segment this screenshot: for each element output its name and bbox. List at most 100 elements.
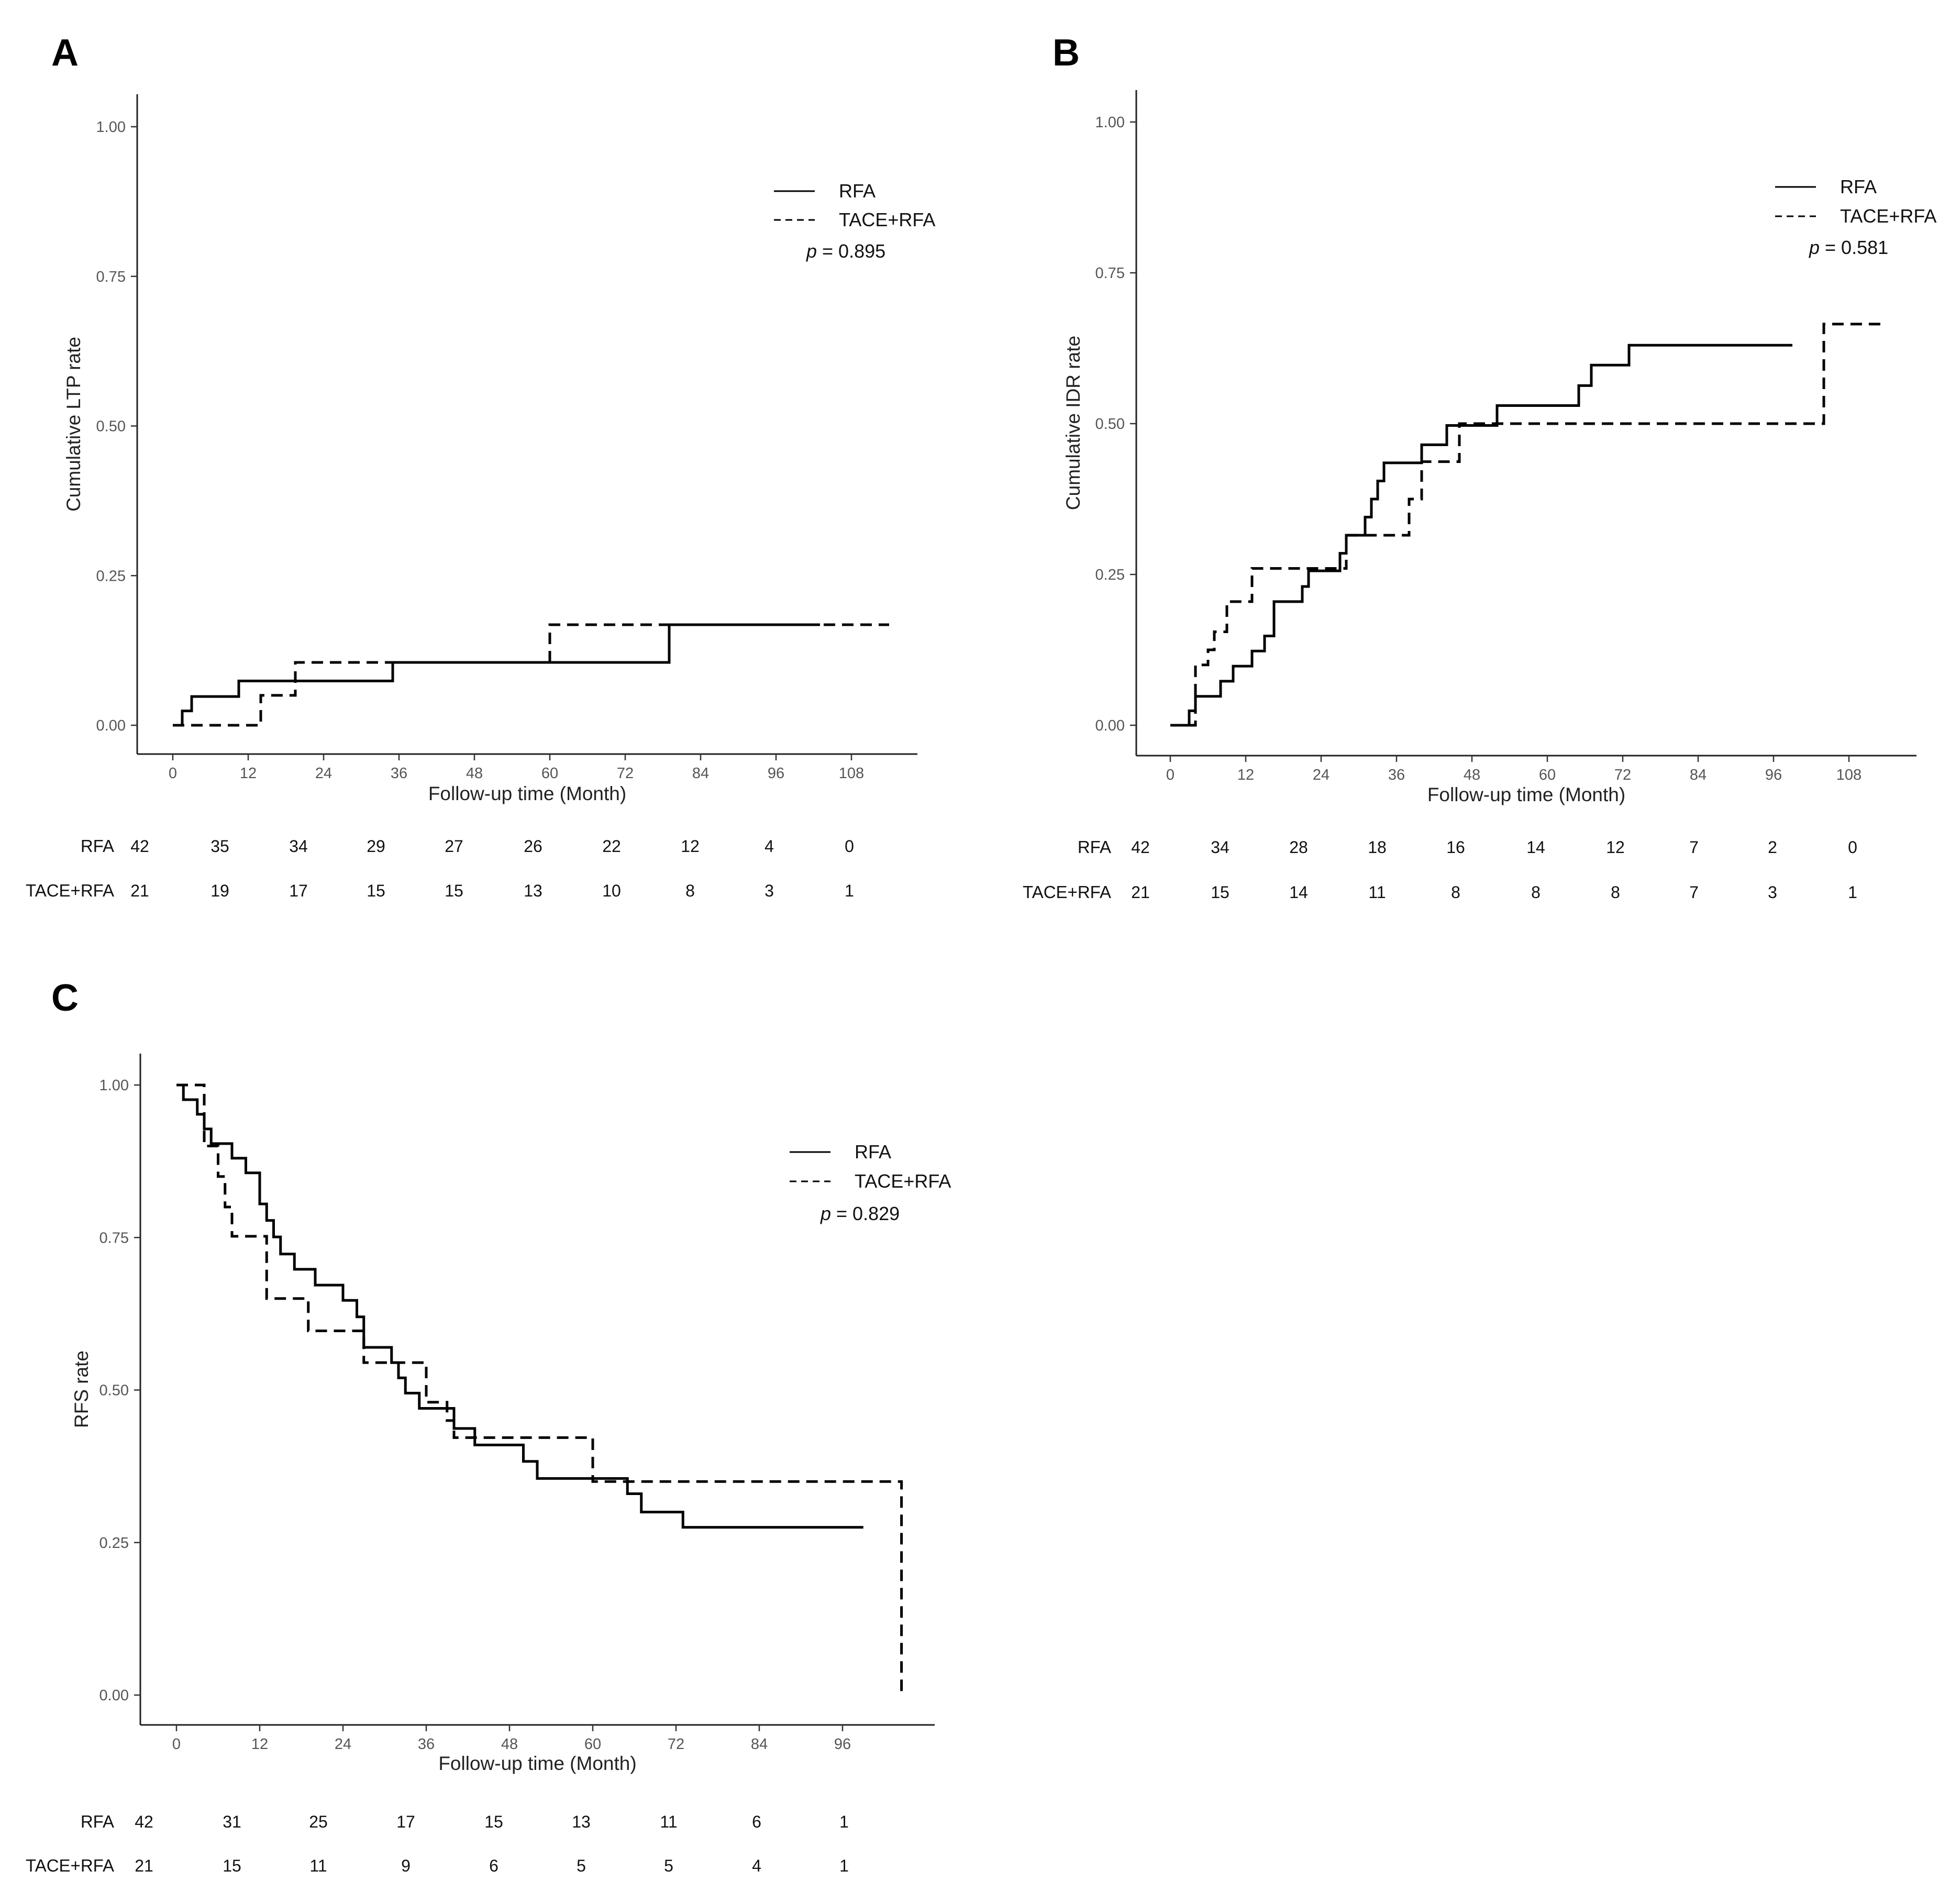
panel-a-risk-number: 13 bbox=[524, 881, 542, 900]
panel-c: C0.000.250.500.751.000 12 24 36 48 60 72 84 96Fo… bbox=[26, 977, 951, 1875]
panel-c-risk-number: 25 bbox=[309, 1812, 328, 1831]
panel-a-risk-number: 0 bbox=[845, 837, 854, 856]
panel-a-x-tick-label: 12 bbox=[240, 765, 257, 782]
panel-b-y-tick-label: 0.50 bbox=[1095, 416, 1125, 433]
panel-a-y-axis-title: Cumulative LTP rate bbox=[63, 337, 84, 512]
panel-c-legend-label: RFA bbox=[855, 1141, 891, 1163]
panel-a-letter: A bbox=[51, 32, 79, 74]
panel-c-risk-row-label: TACE+RFA bbox=[26, 1856, 114, 1875]
panel-b-p-value: p = 0.581 bbox=[1809, 237, 1888, 258]
panel-b-series-rfa bbox=[1170, 344, 1792, 727]
panel-a-legend-label: RFA bbox=[839, 180, 876, 202]
panel-a-y-tick-label: 0.25 bbox=[96, 568, 126, 584]
panel-c-y-tick-label: 0.25 bbox=[99, 1535, 129, 1552]
panel-a: A0.000.250.500.751.000 12 24 36 48 60 72 84 96 10… bbox=[26, 32, 935, 900]
panel-c-risk-row-label: RFA bbox=[81, 1812, 114, 1831]
panel-b-x-tick-label: 0 bbox=[1166, 767, 1175, 783]
panel-a-risk-number: 19 bbox=[210, 881, 229, 900]
panel-a-risk-number: 35 bbox=[210, 837, 229, 856]
panel-c-x-axis-title: Follow-up time (Month) bbox=[438, 1753, 636, 1774]
panel-a-risk-number: 10 bbox=[602, 881, 621, 900]
panel-c-x-tick-label: 36 bbox=[418, 1736, 435, 1753]
panel-a-y-tick-label: 1.00 bbox=[96, 119, 126, 136]
panel-c-x-tick-label: 72 bbox=[668, 1736, 684, 1753]
panel-b-y-tick-label: 0.25 bbox=[1095, 567, 1125, 583]
panel-c-risk-number: 4 bbox=[752, 1856, 761, 1875]
panel-a-legend-label: TACE+RFA bbox=[839, 209, 935, 230]
panel-c-risk-number: 1 bbox=[839, 1856, 849, 1875]
panel-b-y-tick-label: 0.75 bbox=[1095, 265, 1125, 282]
panel-c-risk-number: 6 bbox=[752, 1812, 761, 1831]
panel-b-p-number: = 0.581 bbox=[1820, 237, 1888, 258]
panel-b-y-axis-title: Cumulative IDR rate bbox=[1062, 336, 1084, 510]
panel-c-y-tick-label: 1.00 bbox=[99, 1077, 129, 1094]
panel-c-y-tick-label: 0.00 bbox=[99, 1687, 129, 1704]
panel-a-p-value: p = 0.895 bbox=[806, 240, 885, 262]
panel-b-risk-number: 18 bbox=[1368, 838, 1387, 857]
panel-c-y-tick-label: 0.50 bbox=[99, 1382, 129, 1399]
panel-c-x-tick-label: 60 bbox=[584, 1736, 601, 1753]
panel-b-risk-row-label: RFA bbox=[1078, 837, 1111, 857]
panel-c-p-value: p = 0.829 bbox=[820, 1203, 900, 1224]
panel-a-risk-number: 27 bbox=[445, 837, 463, 856]
panel-a-risk-row-label: TACE+RFA bbox=[26, 881, 114, 900]
panel-c-risk-number: 15 bbox=[223, 1856, 241, 1875]
panel-b-x-tick-label: 24 bbox=[1313, 767, 1329, 783]
panel-c-x-tick-label: 12 bbox=[251, 1736, 268, 1753]
panel-c-risk-number: 15 bbox=[484, 1812, 503, 1831]
panel-a-y-tick-label: 0.75 bbox=[96, 269, 126, 285]
panel-b-risk-number: 16 bbox=[1446, 838, 1465, 857]
panel-b-x-tick-label: 60 bbox=[1539, 767, 1556, 783]
panel-b-legend-label: RFA bbox=[1840, 176, 1877, 197]
panel-a-p-symbol: p bbox=[806, 240, 817, 262]
panel-a-series-tace-rfa bbox=[173, 623, 889, 727]
panel-a-x-tick-label: 84 bbox=[692, 765, 709, 782]
panel-b-risk-number: 42 bbox=[1131, 838, 1150, 857]
panel-c-risk-number: 1 bbox=[839, 1812, 849, 1831]
panel-b-y-tick-label: 1.00 bbox=[1095, 114, 1125, 131]
panel-c-risk-number: 5 bbox=[577, 1856, 586, 1875]
panel-c-risk-number: 17 bbox=[396, 1812, 415, 1831]
panel-b-p-symbol: p bbox=[1809, 237, 1820, 258]
panel-b-legend-label: TACE+RFA bbox=[1840, 205, 1936, 227]
panel-a-p-number: = 0.895 bbox=[817, 240, 885, 262]
panel-b-risk-number: 34 bbox=[1211, 838, 1229, 857]
panel-c-risk-number: 21 bbox=[135, 1856, 153, 1875]
panel-b-risk-number: 12 bbox=[1606, 838, 1625, 857]
panel-c-x-tick-label: 96 bbox=[834, 1736, 851, 1753]
panel-b-risk-number: 8 bbox=[1531, 883, 1541, 902]
panel-c-risk-number: 42 bbox=[135, 1812, 153, 1831]
panel-c-x-tick-label: 48 bbox=[501, 1736, 518, 1753]
panel-a-x-tick-label: 96 bbox=[768, 765, 784, 782]
panel-a-risk-number: 15 bbox=[445, 881, 463, 900]
panel-b-x-tick-label: 72 bbox=[1614, 767, 1631, 783]
panel-a-risk-number: 22 bbox=[602, 837, 621, 856]
panel-b-risk-number: 28 bbox=[1289, 838, 1308, 857]
panel-b-y-tick-label: 0.00 bbox=[1095, 717, 1125, 734]
panel-b-x-tick-label: 96 bbox=[1765, 767, 1782, 783]
panel-b-x-tick-label: 36 bbox=[1388, 767, 1405, 783]
panel-c-risk-number: 31 bbox=[223, 1812, 241, 1831]
panel-b-risk-number: 8 bbox=[1451, 883, 1460, 902]
panel-c-p-symbol: p bbox=[820, 1203, 831, 1224]
panel-a-risk-number: 34 bbox=[289, 837, 308, 856]
panel-c-series-tace-rfa bbox=[176, 1083, 903, 1695]
panel-a-risk-number: 12 bbox=[681, 837, 700, 856]
panel-c-risk-number: 11 bbox=[309, 1856, 327, 1875]
panel-b-x-axis-title: Follow-up time (Month) bbox=[1427, 784, 1625, 805]
panel-a-risk-row-label: RFA bbox=[81, 836, 114, 856]
panel-a-x-tick-label: 72 bbox=[617, 765, 634, 782]
panel-b-x-tick-label: 84 bbox=[1690, 767, 1707, 783]
panel-c-p-number: = 0.829 bbox=[831, 1203, 900, 1224]
panel-a-risk-number: 4 bbox=[765, 837, 774, 856]
panel-a-risk-number: 26 bbox=[524, 837, 542, 856]
panel-a-risk-number: 21 bbox=[130, 881, 149, 900]
panel-b-risk-row-label: TACE+RFA bbox=[1023, 882, 1111, 902]
panel-a-risk-number: 1 bbox=[845, 881, 854, 900]
panel-c-x-tick-label: 24 bbox=[335, 1736, 351, 1753]
panel-c-y-axis-title: RFS rate bbox=[71, 1350, 92, 1428]
panel-a-risk-number: 42 bbox=[130, 837, 149, 856]
panel-a-x-tick-label: 60 bbox=[541, 765, 558, 782]
panel-b-risk-number: 3 bbox=[1768, 883, 1777, 902]
panel-a-y-tick-label: 0.50 bbox=[96, 418, 126, 435]
